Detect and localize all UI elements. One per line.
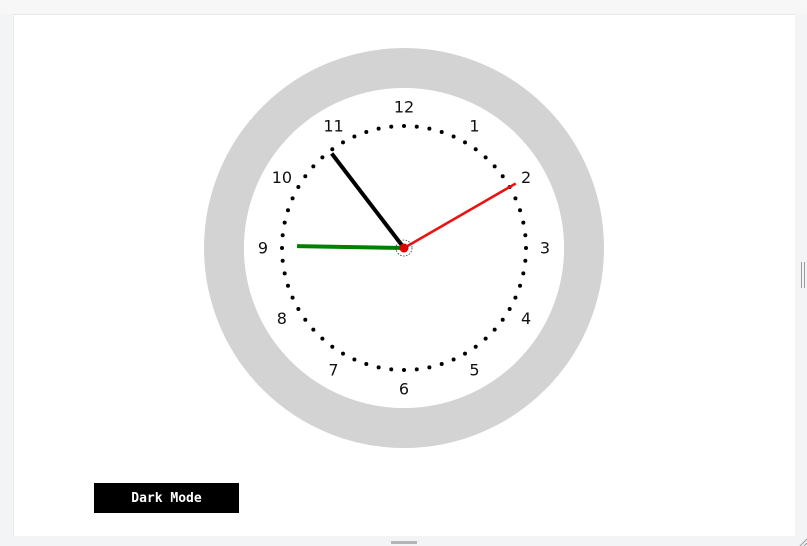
clock-numeral: 1 — [469, 116, 479, 135]
minute-dot — [389, 124, 394, 129]
minute-dot — [451, 357, 456, 362]
minute-dot — [330, 344, 335, 349]
minute-dot — [311, 327, 316, 332]
minute-dot — [402, 124, 406, 128]
dark-mode-button[interactable]: Dark Mode — [94, 483, 239, 513]
minute-dot — [507, 307, 512, 311]
center-ring — [395, 239, 413, 257]
minute-dot — [524, 246, 528, 250]
minute-dot — [427, 126, 432, 131]
minute-dot — [513, 196, 518, 201]
clock-numeral: 7 — [328, 361, 338, 380]
second-hand — [403, 182, 517, 250]
minute-dot — [352, 134, 357, 139]
top-strip — [0, 0, 807, 14]
minute-dot — [463, 140, 467, 145]
minute-dot — [492, 327, 497, 332]
minute-dot — [414, 367, 419, 372]
minute-dot — [320, 336, 325, 341]
clock-numeral: 12 — [394, 98, 414, 117]
minute-dot — [439, 362, 444, 367]
minute-dot — [285, 208, 290, 213]
minute-dot — [290, 196, 295, 201]
minute-dot — [341, 351, 345, 356]
clock-numeral: 4 — [521, 309, 531, 328]
minute-dot — [376, 126, 381, 131]
minute-dot — [402, 368, 406, 372]
minute-dot — [364, 129, 369, 134]
minute-dot — [521, 271, 526, 276]
minute-dot-ring — [280, 124, 528, 372]
clock-numeral: 2 — [521, 168, 531, 187]
minute-dot — [473, 344, 478, 349]
clock-numeral: 3 — [540, 239, 550, 258]
hour-hand — [330, 152, 406, 250]
clock-numeral: 10 — [272, 168, 292, 187]
minute-dot — [518, 283, 523, 288]
minute-dot — [303, 317, 308, 322]
minute-dot — [518, 208, 523, 213]
clock-numeral: 8 — [277, 309, 287, 328]
minute-dot — [483, 155, 488, 160]
minute-dot — [473, 147, 478, 152]
minute-dot — [280, 246, 284, 250]
minute-dot — [290, 295, 295, 300]
minute-dot — [492, 164, 497, 169]
minute-dot — [389, 367, 394, 372]
minute-dot — [523, 233, 528, 238]
minute-dot — [463, 351, 467, 356]
minute-hand — [296, 244, 405, 250]
minute-dot — [352, 357, 357, 362]
minute-dot — [451, 134, 456, 139]
clock-numeral: 9 — [258, 239, 268, 258]
minute-dot — [376, 365, 381, 370]
minute-dot — [414, 124, 419, 129]
minute-dot — [341, 140, 345, 145]
minute-dot — [500, 317, 505, 322]
minute-dot — [483, 336, 488, 341]
minute-dot — [296, 307, 301, 311]
minute-dot — [296, 185, 301, 189]
minute-dot — [513, 295, 518, 300]
center-cap — [399, 243, 409, 253]
minute-dot — [280, 258, 285, 263]
clock-numeral: 6 — [399, 380, 409, 399]
minute-dot — [282, 220, 287, 225]
minute-dot — [282, 271, 287, 276]
minute-dot — [439, 129, 444, 134]
minute-dot — [311, 164, 316, 169]
minute-dot — [280, 233, 285, 238]
minute-dot — [303, 174, 308, 179]
minute-dot — [330, 147, 335, 152]
clock-rim — [204, 48, 604, 448]
minute-dot — [500, 174, 505, 179]
resize-corner-icon[interactable] — [798, 537, 807, 546]
horizontal-resize-handle[interactable] — [391, 541, 417, 544]
clock-numeral: 11 — [323, 116, 343, 135]
clock-numeral: 5 — [469, 361, 479, 380]
minute-dot — [285, 283, 290, 288]
minute-dot — [320, 155, 325, 160]
minute-dot — [523, 258, 528, 263]
minute-dot — [427, 365, 432, 370]
vertical-resize-handle[interactable] — [801, 262, 805, 288]
minute-dot — [521, 220, 526, 225]
minute-dot — [364, 362, 369, 367]
